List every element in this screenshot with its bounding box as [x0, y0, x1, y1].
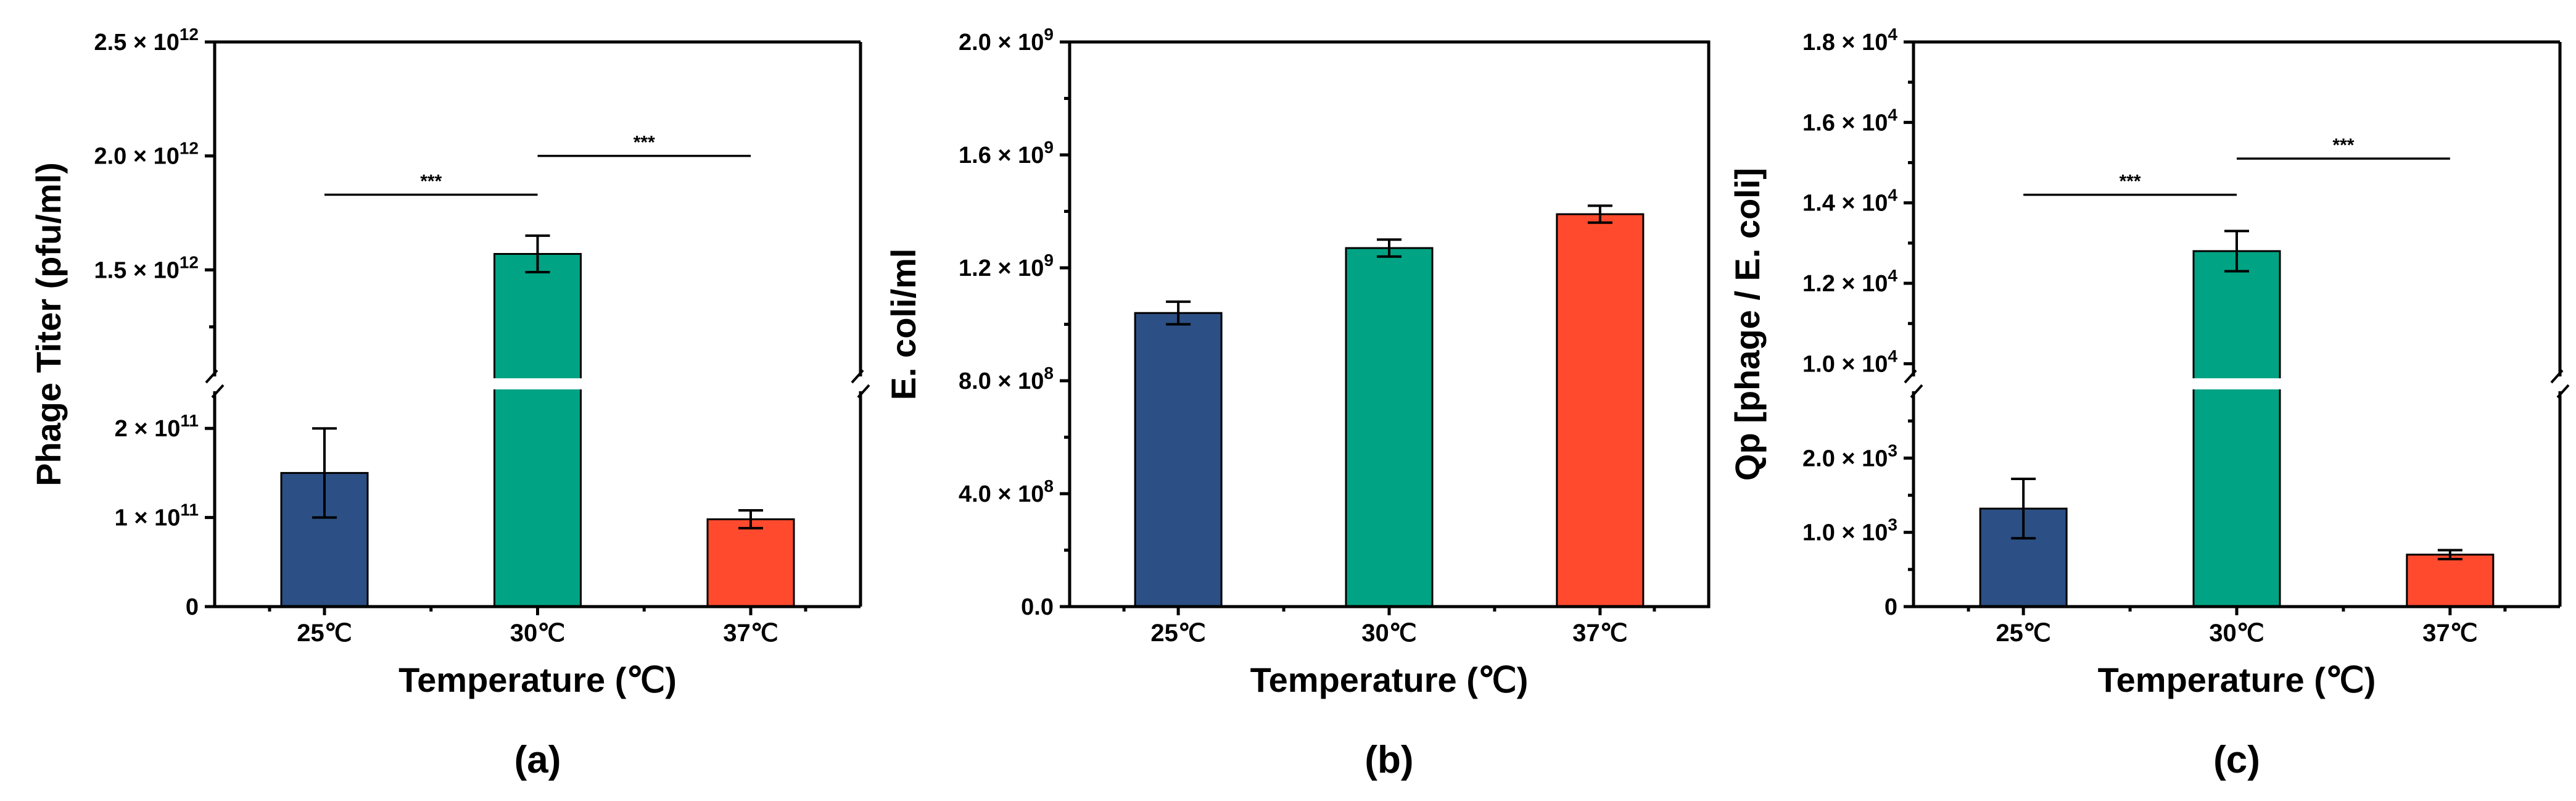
y-tick-label: 1.4 × 104 [1802, 186, 1897, 217]
bar-break-gap [2192, 378, 2281, 389]
x-tick-label: 30℃ [510, 620, 565, 647]
y-axis-title: Qp [phage / E. coli] [1728, 168, 1767, 481]
x-tick-label: 30℃ [2209, 620, 2264, 647]
tick-label-exponent: 4 [1888, 105, 1897, 124]
x-axis-title: Temperature (℃) [2098, 660, 2376, 699]
y-tick-label: 1.8 × 104 [1802, 25, 1897, 56]
significance-label: *** [634, 133, 655, 153]
tick-label-exponent: 12 [180, 25, 199, 44]
bar-3 [2406, 554, 2495, 608]
x-tick-label: 25℃ [297, 620, 352, 647]
y-tick-label: 1.6 × 104 [1802, 105, 1897, 136]
tick-label-base: 1.0 × 10 [1802, 520, 1888, 546]
y-tick-label: 2.0 × 109 [959, 25, 1054, 56]
y-tick-label: 1.0 × 104 [1802, 346, 1897, 377]
tick-label-base: 1.2 × 10 [1802, 271, 1888, 297]
y-tick-label: 0 [1885, 594, 1897, 620]
tick-label-base: 8.0 × 10 [959, 368, 1044, 394]
tick-label-base: 1.5 × 10 [94, 257, 179, 283]
tick-label-base: 1.4 × 10 [1802, 191, 1888, 217]
panel-label: (c) [2213, 739, 2260, 781]
axis-break-mark [2556, 384, 2570, 399]
y-tick-label: 1.6 × 109 [959, 138, 1054, 168]
bar-3 [706, 518, 795, 608]
tick-label-base: 2.5 × 10 [94, 30, 179, 56]
tick-label-exponent: 11 [180, 500, 199, 520]
x-tick-label: 37℃ [2422, 620, 2477, 647]
y-tick-label: 2.5 × 1012 [94, 25, 199, 56]
bar-1 [1134, 312, 1223, 608]
tick-label-base: 2 × 10 [115, 416, 181, 442]
tick-label-base: 1 × 10 [115, 505, 181, 531]
x-axis-title: Temperature (℃) [1250, 660, 1529, 699]
x-tick-label: 37℃ [723, 620, 778, 647]
tick-label-exponent: 3 [1888, 515, 1897, 534]
tick-label-exponent: 8 [1044, 363, 1054, 383]
x-tick-label: 25℃ [1996, 620, 2050, 647]
axis-break-mark [1904, 369, 1917, 384]
tick-label-base: 1.2 × 10 [959, 255, 1044, 281]
tick-label-base: 2.0 × 10 [94, 144, 179, 170]
x-axis-title: Temperature (℃) [398, 660, 677, 699]
x-tick-label: 30℃ [1361, 620, 1416, 647]
y-tick-label: 1 × 1011 [115, 500, 199, 531]
tick-label-exponent: 11 [180, 411, 199, 430]
significance-label: *** [2120, 172, 2141, 192]
y-tick-label: 0.0 [1021, 594, 1054, 620]
tick-label-base: 1.6 × 10 [1802, 110, 1888, 136]
y-tick-label: 4.0 × 108 [959, 476, 1054, 507]
axis-break-mark [211, 384, 225, 399]
axis-break-mark [205, 369, 218, 384]
bar-break-gap [493, 378, 582, 389]
bar-2 [493, 252, 582, 608]
tick-label-base: 1.6 × 10 [959, 143, 1044, 168]
tick-label-base: 1.0 × 10 [1802, 351, 1888, 377]
y-tick-label: 1.2 × 109 [959, 251, 1054, 281]
y-tick-label: 8.0 × 108 [959, 363, 1054, 394]
tick-label-exponent: 4 [1888, 266, 1897, 285]
y-axis-title: Phage Titer (pfu/ml) [29, 162, 68, 486]
tick-label-exponent: 4 [1888, 346, 1897, 365]
tick-label-exponent: 4 [1888, 186, 1897, 205]
axis-break-mark [857, 384, 870, 399]
tick-label-exponent: 9 [1044, 251, 1054, 270]
y-tick-label: 1.0 × 103 [1802, 515, 1897, 546]
tick-label-base: 2.0 × 10 [1802, 446, 1888, 471]
panel-label: (b) [1364, 739, 1413, 781]
tick-label-exponent: 12 [180, 139, 199, 158]
bar-2 [1345, 247, 1434, 608]
tick-label-exponent: 9 [1044, 25, 1054, 44]
significance-label: *** [420, 171, 442, 191]
y-tick-label: 2 × 1011 [115, 411, 199, 442]
y-tick-label: 2.0 × 103 [1802, 441, 1897, 471]
tick-label-exponent: 3 [1888, 441, 1897, 460]
tick-label-base: 2.0 × 10 [959, 30, 1044, 56]
y-tick-label: 2.0 × 1012 [94, 139, 199, 170]
axis-break-mark [2550, 369, 2564, 384]
axis-break-mark [851, 369, 864, 384]
tick-label-base: 4.0 × 10 [959, 481, 1044, 507]
y-tick-label: 1.2 × 104 [1802, 266, 1897, 297]
x-tick-label: 37℃ [1572, 620, 1627, 647]
tick-label-base: 1.8 × 10 [1802, 30, 1888, 56]
panel-label: (a) [514, 739, 561, 781]
significance-label: *** [2332, 135, 2354, 156]
bar-2 [2192, 250, 2281, 608]
x-tick-label: 25℃ [1150, 620, 1205, 647]
tick-label-exponent: 12 [180, 252, 199, 272]
tick-label-exponent: 8 [1044, 476, 1054, 496]
bar-3 [1556, 213, 1645, 608]
y-tick-label: 1.5 × 1012 [94, 252, 199, 283]
tick-label-exponent: 4 [1888, 25, 1897, 44]
y-axis-title: E. coli/ml [884, 249, 923, 400]
tick-label-exponent: 9 [1044, 138, 1054, 157]
y-tick-label: 0 [186, 594, 199, 620]
axis-break-mark [1910, 384, 1923, 399]
